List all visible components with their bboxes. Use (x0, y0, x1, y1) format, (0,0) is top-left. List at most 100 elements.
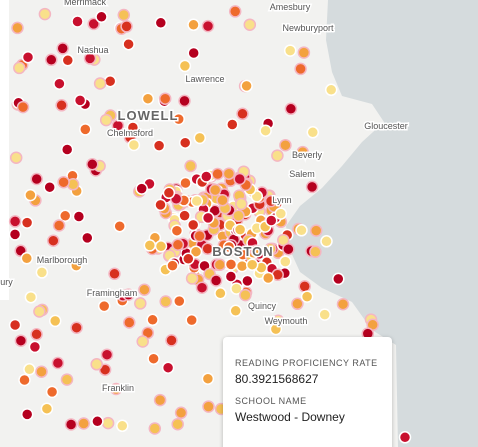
school-marker[interactable] (152, 139, 166, 152)
school-marker[interactable] (111, 119, 125, 132)
school-marker[interactable] (279, 138, 292, 152)
school-marker[interactable] (77, 417, 90, 430)
school-marker[interactable] (213, 258, 227, 272)
school-marker[interactable] (159, 295, 172, 308)
school-marker[interactable] (162, 186, 176, 200)
school-marker[interactable] (51, 356, 65, 370)
school-marker[interactable] (174, 406, 188, 420)
school-marker[interactable] (261, 271, 275, 285)
school-marker[interactable] (201, 372, 215, 385)
school-marker[interactable] (103, 74, 117, 88)
school-marker[interactable] (185, 272, 199, 285)
school-marker[interactable] (20, 216, 34, 229)
school-marker[interactable] (243, 18, 257, 31)
school-marker[interactable] (236, 107, 249, 121)
school-marker[interactable] (320, 235, 333, 248)
school-marker[interactable] (97, 299, 111, 313)
school-marker[interactable] (264, 194, 278, 208)
school-marker[interactable] (40, 402, 54, 415)
school-marker[interactable] (148, 422, 162, 435)
school-marker[interactable] (61, 54, 75, 67)
school-marker[interactable] (190, 194, 204, 208)
school-marker[interactable] (87, 17, 100, 31)
school-marker[interactable] (201, 211, 215, 225)
school-marker[interactable] (71, 15, 84, 28)
school-marker[interactable] (184, 159, 197, 173)
school-marker[interactable] (173, 294, 186, 308)
school-marker[interactable] (166, 259, 179, 272)
school-marker[interactable] (8, 228, 22, 241)
school-marker[interactable] (127, 138, 141, 152)
school-marker[interactable] (52, 219, 66, 232)
school-marker[interactable] (211, 167, 224, 181)
school-marker[interactable] (13, 61, 26, 75)
school-marker[interactable] (279, 255, 292, 268)
school-marker[interactable] (269, 322, 283, 336)
school-marker[interactable] (100, 348, 114, 361)
school-marker[interactable] (9, 151, 23, 164)
school-marker[interactable] (30, 172, 43, 186)
school-marker[interactable] (233, 172, 246, 186)
school-marker[interactable] (195, 281, 209, 294)
school-marker[interactable] (297, 46, 311, 59)
school-marker[interactable] (171, 417, 184, 431)
school-marker[interactable] (8, 215, 22, 228)
school-marker[interactable] (135, 182, 148, 195)
school-marker[interactable] (298, 280, 311, 293)
school-marker[interactable] (120, 20, 133, 33)
school-marker[interactable] (178, 59, 192, 73)
school-marker[interactable] (56, 42, 69, 55)
school-marker[interactable] (47, 234, 60, 247)
school-marker[interactable] (201, 19, 215, 33)
school-marker[interactable] (33, 305, 46, 318)
school-marker[interactable] (295, 224, 308, 237)
school-marker[interactable] (70, 321, 83, 334)
school-marker[interactable] (90, 358, 103, 371)
school-marker[interactable] (24, 188, 37, 202)
school-marker[interactable] (209, 274, 223, 287)
school-marker[interactable] (324, 83, 338, 97)
school-marker[interactable] (226, 118, 239, 131)
school-marker[interactable] (18, 373, 31, 387)
school-marker[interactable] (70, 259, 83, 272)
school-marker[interactable] (117, 8, 131, 22)
school-marker[interactable] (274, 207, 288, 220)
school-marker[interactable] (182, 252, 195, 266)
school-marker[interactable] (153, 393, 167, 407)
school-marker[interactable] (294, 62, 307, 76)
school-marker[interactable] (73, 94, 87, 107)
school-marker[interactable] (305, 180, 319, 194)
school-marker[interactable] (229, 304, 242, 318)
school-marker[interactable] (91, 415, 104, 428)
school-marker[interactable] (240, 79, 253, 93)
school-marker[interactable] (136, 335, 149, 348)
school-marker[interactable] (189, 245, 203, 258)
school-marker[interactable] (79, 123, 92, 136)
school-marker[interactable] (64, 418, 78, 431)
school-marker[interactable] (178, 94, 191, 108)
school-marker[interactable] (147, 352, 160, 365)
school-marker[interactable] (55, 99, 68, 112)
school-marker[interactable] (108, 267, 121, 281)
school-marker[interactable] (235, 259, 249, 273)
school-marker[interactable] (235, 197, 248, 211)
school-marker[interactable] (309, 245, 322, 259)
school-marker[interactable] (296, 145, 309, 159)
school-marker[interactable] (20, 252, 34, 265)
school-marker[interactable] (179, 176, 192, 190)
school-marker[interactable] (99, 113, 113, 127)
school-marker[interactable] (45, 385, 59, 399)
school-marker[interactable] (122, 288, 135, 301)
school-marker[interactable] (201, 242, 214, 256)
school-marker[interactable] (282, 242, 295, 256)
school-marker[interactable] (16, 100, 30, 114)
school-marker[interactable] (170, 224, 184, 237)
school-marker[interactable] (83, 52, 97, 65)
school-marker[interactable] (187, 18, 200, 32)
school-marker[interactable] (228, 5, 242, 18)
school-marker[interactable] (86, 158, 99, 171)
school-marker[interactable] (24, 290, 38, 304)
school-marker[interactable] (101, 416, 115, 430)
school-marker[interactable] (8, 318, 22, 332)
school-marker[interactable] (138, 283, 151, 296)
